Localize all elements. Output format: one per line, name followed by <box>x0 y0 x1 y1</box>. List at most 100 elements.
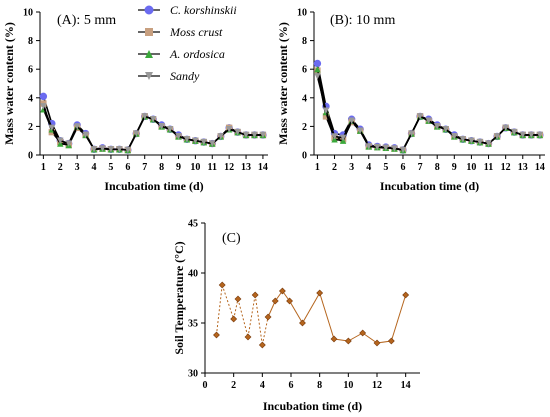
series-line-segment <box>261 316 269 346</box>
data-point <box>536 131 544 139</box>
y-tick-label: 10 <box>23 8 33 19</box>
data-point <box>251 131 258 139</box>
data-point <box>57 137 64 144</box>
data-point <box>264 313 272 321</box>
data-point <box>175 133 182 140</box>
x-tick-label: 4 <box>92 162 97 173</box>
y-tick-label: 2 <box>28 122 33 133</box>
data-point <box>271 297 279 305</box>
data-point <box>314 73 321 80</box>
x-tick-label: 8 <box>159 162 164 173</box>
data-point <box>313 59 322 68</box>
data-point <box>259 131 267 139</box>
data-point <box>299 319 306 327</box>
data-point <box>373 339 381 347</box>
data-point <box>387 337 395 345</box>
data-point <box>39 92 48 101</box>
x-tick-label: 7 <box>418 162 423 173</box>
data-point <box>258 341 266 349</box>
data-point <box>209 140 216 147</box>
y-tick-label: 45 <box>188 219 198 230</box>
x-tick-label: 6 <box>400 162 405 173</box>
series-line-segment <box>254 294 263 346</box>
data-point <box>286 297 293 305</box>
y-tick-label: 8 <box>28 36 33 47</box>
panel-label: (B): 10 mm <box>330 13 395 28</box>
data-point <box>278 287 286 295</box>
data-point <box>90 146 98 153</box>
x-tick-label: 1 <box>41 162 46 173</box>
legend-label: Moss crust <box>169 25 223 39</box>
data-point <box>476 138 484 146</box>
x-tick-label: 6 <box>125 162 130 173</box>
data-point <box>244 333 252 341</box>
legend-label: C. korshinskii <box>170 3 237 17</box>
x-tick-label: 13 <box>241 162 251 173</box>
data-point <box>65 140 72 147</box>
data-point <box>511 128 518 136</box>
x-tick-label: 2 <box>231 380 236 391</box>
data-point <box>251 291 259 299</box>
data-point <box>425 117 432 124</box>
x-tick-label: 2 <box>58 162 63 173</box>
series-line-segment <box>221 284 235 320</box>
data-point <box>218 281 226 289</box>
y-tick-label: 8 <box>302 36 307 47</box>
series-line-segment <box>319 292 335 340</box>
data-point <box>124 146 132 154</box>
series-line-segment <box>247 294 256 338</box>
x-tick-label: 11 <box>484 162 493 173</box>
x-tick-label: 11 <box>208 162 217 173</box>
legend-swatch-marker <box>145 28 153 36</box>
series-line-segment <box>348 332 363 342</box>
x-tick-label: 8 <box>435 162 440 173</box>
data-point <box>234 128 241 136</box>
x-tick-label: 7 <box>142 162 147 173</box>
y-tick-label: 35 <box>188 319 198 330</box>
data-point <box>234 295 242 303</box>
series-line-segment <box>390 294 407 342</box>
x-tick-label: 14 <box>258 162 268 173</box>
x-tick-label: 1 <box>315 162 320 173</box>
data-point <box>502 124 509 132</box>
data-point <box>149 116 157 123</box>
series-line-segment <box>237 298 249 338</box>
data-point <box>493 133 501 140</box>
x-tick-label: 10 <box>190 162 200 173</box>
y-tick-label: 6 <box>28 65 33 76</box>
x-tick-label: 5 <box>108 162 113 173</box>
data-point <box>213 331 220 339</box>
x-tick-label: 10 <box>343 380 353 391</box>
y-tick-label: 4 <box>28 93 33 104</box>
x-tick-label: 12 <box>501 162 511 173</box>
data-point <box>359 329 367 337</box>
y-tick-label: 4 <box>302 93 307 104</box>
series-line-segment <box>362 332 378 344</box>
x-tick-label: 0 <box>203 380 208 391</box>
x-axis-title: Incubation time (d) <box>104 179 203 193</box>
x-tick-label: 3 <box>75 162 80 173</box>
y-tick-label: 30 <box>188 369 198 380</box>
series-line-segment <box>42 106 53 129</box>
x-tick-label: 3 <box>349 162 354 173</box>
data-point <box>217 133 224 140</box>
data-point <box>48 124 56 132</box>
data-point <box>348 117 355 124</box>
legend-swatch-marker <box>144 5 154 15</box>
data-point <box>183 136 191 143</box>
data-point <box>116 146 123 153</box>
data-point <box>416 113 424 120</box>
data-point <box>73 123 81 130</box>
data-point <box>133 130 140 137</box>
y-tick-label: 2 <box>302 122 307 133</box>
x-axis-title: Incubation time (d) <box>380 179 479 193</box>
data-point <box>519 131 526 139</box>
y-tick-label: 0 <box>28 151 33 162</box>
data-point <box>459 136 467 143</box>
data-point <box>158 123 165 130</box>
series-line-segment <box>316 76 327 111</box>
x-tick-label: 14 <box>535 162 545 173</box>
